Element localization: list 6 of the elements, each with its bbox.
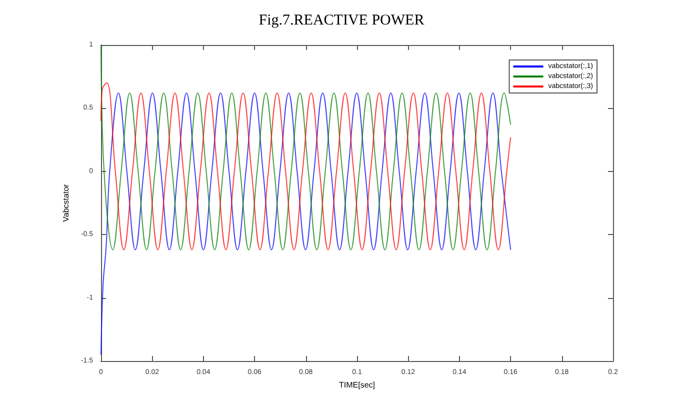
line-series	[100, 82, 512, 250]
y-axis-title: Vabcstator	[62, 184, 71, 222]
line-series	[100, 92, 512, 356]
chart-title: Fig.7.REACTIVE POWER	[258, 12, 424, 28]
x-axis-title: TIME[sec]	[338, 380, 376, 390]
line-series	[100, 44, 512, 250]
